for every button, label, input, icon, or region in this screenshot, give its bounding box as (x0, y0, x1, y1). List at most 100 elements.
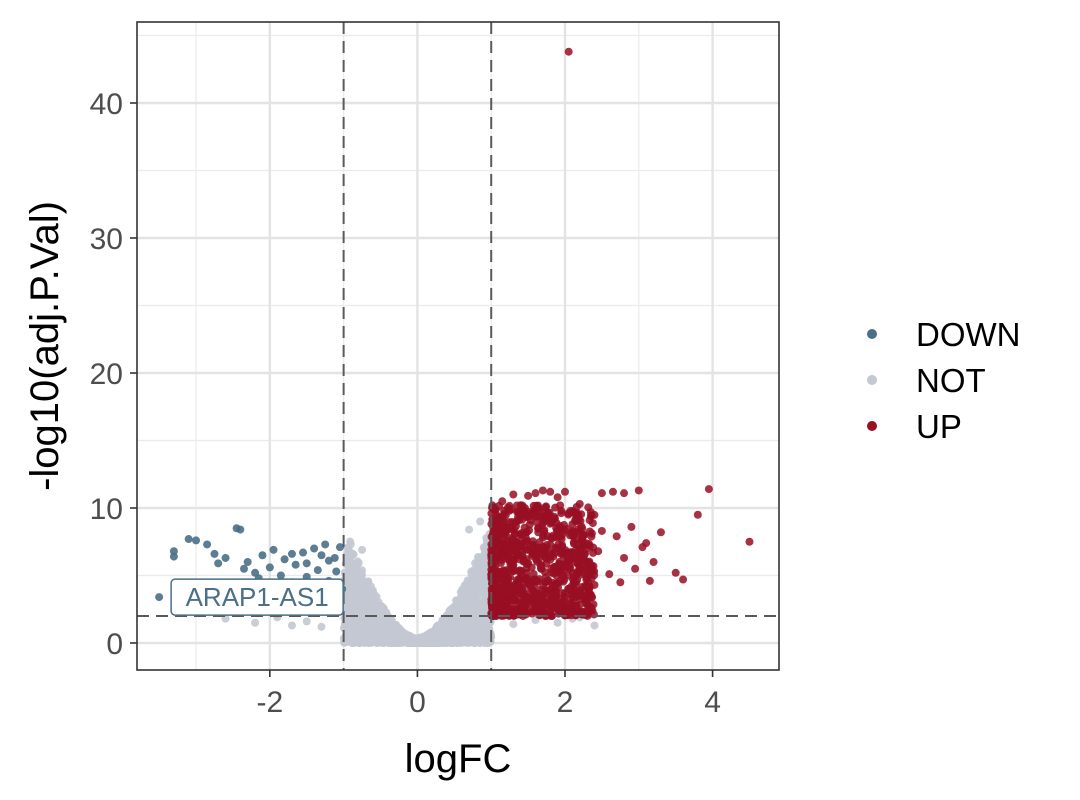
down-point (258, 551, 267, 560)
x-tick-label: 4 (704, 686, 721, 719)
down-point (240, 564, 248, 573)
gene-label: ARAP1-AS1 (186, 582, 329, 612)
up-point (523, 545, 532, 554)
down-point (269, 545, 278, 554)
up-point (548, 549, 557, 558)
not-point (347, 596, 356, 605)
y-tick-label: 40 (90, 88, 123, 121)
up-point (534, 577, 543, 586)
not-point (478, 608, 487, 617)
annotations: ARAP1-AS1 (170, 578, 344, 616)
legend: DOWN NOT UP (867, 316, 1020, 445)
not-point (415, 637, 424, 646)
x-tick-label: 2 (557, 686, 574, 719)
up-point (539, 531, 548, 540)
up-point (560, 520, 569, 529)
up-point (530, 605, 539, 614)
points-not (221, 517, 599, 647)
up-point (559, 596, 568, 605)
up-point (608, 487, 617, 496)
not-point (509, 620, 518, 629)
up-point (531, 489, 540, 498)
up-point (567, 611, 576, 620)
up-point (582, 565, 591, 574)
up-point (540, 568, 549, 577)
down-point (330, 553, 339, 562)
up-point (616, 578, 625, 587)
up-point (496, 543, 505, 552)
not-point (302, 617, 311, 626)
y-tick-label: 20 (90, 358, 123, 391)
up-point (537, 561, 546, 570)
up-point (582, 575, 591, 584)
not-point (590, 621, 599, 630)
up-point (533, 504, 542, 513)
not-point (473, 553, 482, 562)
up-point (552, 567, 561, 576)
up-point (597, 489, 606, 498)
up-point (582, 557, 591, 566)
not-point (359, 594, 368, 603)
not-point (465, 525, 474, 534)
not-point (287, 621, 296, 630)
up-point (537, 605, 546, 614)
up-point (561, 487, 569, 496)
up-point (589, 610, 598, 619)
not-point (480, 545, 489, 554)
not-point (453, 625, 462, 634)
up-point (559, 571, 568, 580)
not-point (372, 592, 381, 601)
up-point (570, 552, 579, 561)
up-point (552, 579, 561, 588)
up-point (498, 514, 507, 523)
not-point (356, 581, 365, 590)
not-point (369, 607, 378, 616)
not-point (469, 638, 478, 647)
up-point (569, 538, 578, 547)
not-point (376, 623, 385, 632)
up-point (620, 489, 629, 498)
not-point (386, 629, 395, 638)
up-point (520, 506, 529, 515)
up-point (488, 570, 497, 579)
not-point (389, 621, 398, 630)
up-point (505, 525, 514, 534)
up-point (516, 511, 525, 520)
up-point (569, 532, 578, 541)
up-point (537, 544, 546, 553)
not-point (251, 618, 260, 627)
down-point (291, 560, 300, 569)
not-point (431, 638, 440, 647)
up-point (534, 524, 543, 533)
y-tick-label: 10 (90, 493, 123, 526)
up-point (495, 575, 504, 584)
up-point (588, 593, 597, 602)
up-point (556, 562, 565, 571)
not-point (398, 638, 407, 647)
up-point (518, 603, 527, 612)
not-point (458, 585, 467, 594)
legend-label-not: NOT (916, 362, 986, 399)
not-point (353, 557, 362, 566)
up-point (526, 516, 535, 525)
up-point (539, 582, 548, 591)
down-point (302, 559, 311, 568)
down-point (265, 563, 274, 572)
up-point (509, 556, 518, 565)
up-point (538, 486, 547, 495)
gene-label-box (170, 578, 344, 616)
y-tick-label: 0 (106, 628, 123, 661)
up-point (510, 583, 519, 592)
up-point (558, 589, 567, 598)
up-point (493, 589, 502, 598)
up-point (571, 593, 580, 602)
up-point (547, 518, 556, 527)
up-point (539, 508, 548, 517)
down-point (210, 549, 219, 558)
up-point (631, 564, 640, 573)
not-point (442, 629, 451, 638)
up-point (587, 532, 596, 541)
up-point (513, 577, 522, 586)
up-point (542, 600, 551, 609)
not-point (445, 620, 454, 629)
